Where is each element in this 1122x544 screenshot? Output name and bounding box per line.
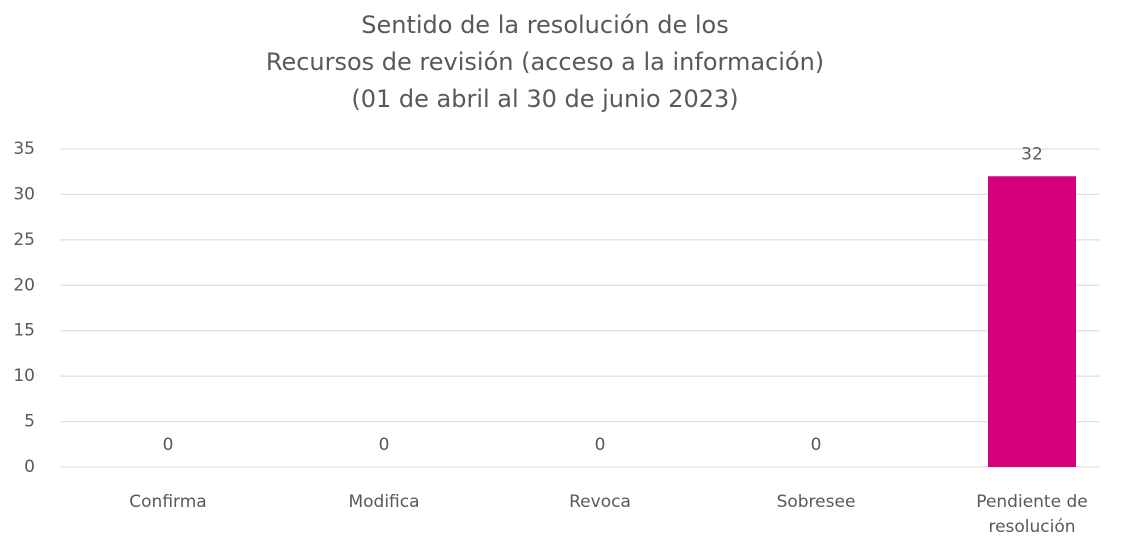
chart-title: Sentido de la resolución de los (361, 11, 729, 39)
y-tick-label: 0 (24, 457, 35, 477)
y-tick-label: 5 (24, 412, 35, 432)
chart-title: Recursos de revisión (acceso a la inform… (266, 48, 824, 76)
data-label: 0 (163, 435, 174, 455)
x-tick-label: Sobresee (776, 492, 856, 512)
y-tick-label: 10 (13, 366, 35, 386)
data-label: 0 (811, 435, 822, 455)
y-tick-label: 20 (13, 275, 35, 295)
data-label: 32 (1021, 144, 1043, 164)
x-tick-label: Modifica (348, 492, 420, 512)
x-tick-label: Pendiente de resolución (976, 492, 1088, 537)
x-tick-label: Confirma (129, 492, 207, 512)
y-tick-label: 35 (13, 139, 35, 159)
data-label: 0 (379, 435, 390, 455)
x-tick-label: Revoca (569, 492, 631, 512)
y-tick-label: 25 (13, 230, 35, 250)
y-tick-label: 15 (13, 321, 35, 341)
chart-title: (01 de abril al 30 de junio 2023) (351, 85, 738, 113)
y-tick-label: 30 (13, 184, 35, 204)
bar (988, 176, 1076, 467)
data-label: 0 (595, 435, 606, 455)
